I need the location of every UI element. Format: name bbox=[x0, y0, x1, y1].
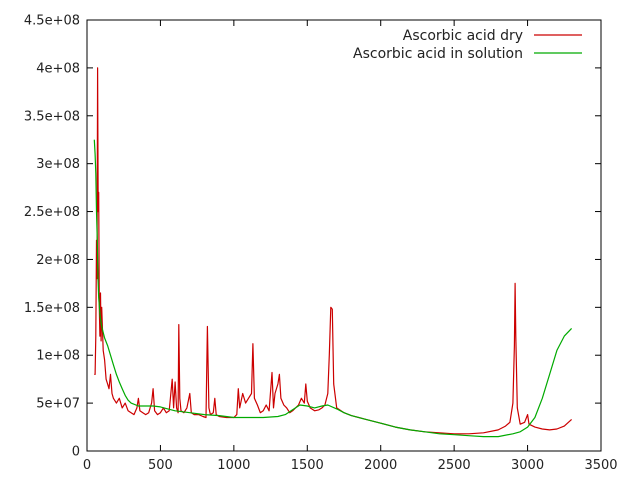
series-layer bbox=[93, 67, 573, 438]
y-tick-label: 2e+08 bbox=[36, 253, 80, 268]
x-tick-label: 1000 bbox=[217, 458, 250, 473]
x-tick-label: 3000 bbox=[511, 458, 544, 473]
series-line-1 bbox=[94, 67, 573, 435]
series-line-2 bbox=[93, 139, 573, 438]
legend-label-1: Ascorbic acid dry bbox=[403, 28, 523, 44]
x-axis: 0 500 1000 1500 2000 2500 3000 3500 bbox=[83, 20, 618, 473]
legend: Ascorbic acid dry Ascorbic acid in soluti… bbox=[353, 28, 582, 62]
y-tick-label: 3.5e+08 bbox=[24, 109, 80, 124]
x-tick-label: 500 bbox=[148, 458, 173, 473]
x-tick-label: 2500 bbox=[438, 458, 471, 473]
y-tick-label: 5e+07 bbox=[36, 397, 80, 412]
y-axis: 0 5e+07 1e+08 1.5e+08 2e+08 2.5e+08 3e+08 3.5e+… bbox=[24, 14, 601, 460]
x-tick-label: 3500 bbox=[584, 458, 617, 473]
y-tick-label: 4e+08 bbox=[36, 61, 80, 76]
y-tick-label: 1e+08 bbox=[36, 349, 80, 364]
x-tick-label: 2000 bbox=[364, 458, 397, 473]
y-tick-label: 3e+08 bbox=[36, 157, 80, 172]
y-tick-label: 1.5e+08 bbox=[24, 301, 80, 316]
y-tick-label: 2.5e+08 bbox=[24, 205, 80, 220]
y-tick-label: 0 bbox=[72, 445, 80, 460]
y-tick-label: 4.5e+08 bbox=[24, 14, 80, 29]
x-tick-label: 1500 bbox=[291, 458, 324, 473]
legend-label-2: Ascorbic acid in solution bbox=[353, 46, 523, 62]
plot-frame bbox=[86, 19, 602, 452]
x-tick-label: 0 bbox=[83, 458, 91, 473]
